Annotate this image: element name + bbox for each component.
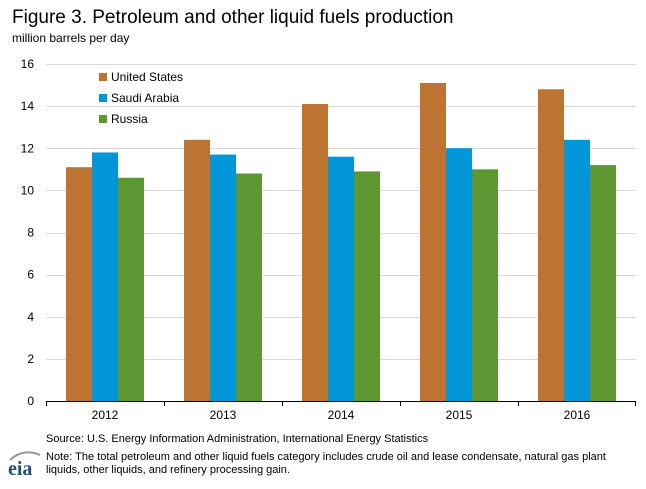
y-tick-label: 16 [21,57,35,71]
bar-united-states-2014 [302,104,328,402]
bar-saudi-arabia-2016 [564,139,590,401]
legend-swatch-united-states [99,73,107,81]
x-tick-label: 2013 [210,408,237,422]
bar-russia-2014 [354,171,380,401]
legend-label-united-states: United States [111,70,183,84]
legend-swatch-saudi-arabia [99,94,107,102]
legend-label-saudi-arabia: Saudi Arabia [111,91,179,105]
chart-title: Figure 3. Petroleum and other liquid fue… [12,7,454,28]
y-tick-label: 0 [27,394,34,408]
bar-united-states-2015 [420,82,446,402]
bar-saudi-arabia-2012 [92,152,118,401]
y-tick-label: 10 [21,183,35,197]
bar-saudi-arabia-2014 [328,156,354,401]
y-tick-label: 12 [21,141,35,155]
legend-swatch-russia [99,115,107,123]
y-axis-unit-label: million barrels per day [12,31,130,45]
x-tick-label: 2015 [446,408,473,422]
y-tick-label: 8 [27,226,34,240]
bar-russia-2015 [472,169,498,401]
bar-russia-2012 [118,177,144,401]
eia-logo-swoosh [9,451,41,461]
footnote: Note: The total petroleum and other liqu… [46,451,606,476]
legend-label-russia: Russia [111,112,148,126]
y-tick-label: 6 [27,268,34,282]
bar-saudi-arabia-2013 [210,154,236,401]
bar-united-states-2013 [184,139,210,401]
bar-united-states-2012 [66,167,92,401]
eia-logo-text: eia [8,458,32,480]
y-tick-label: 2 [27,352,34,366]
bar-saudi-arabia-2015 [446,148,472,401]
bar-united-states-2016 [538,89,564,402]
source-note: Source: U.S. Energy Information Administ… [46,433,429,445]
bar-russia-2013 [236,173,262,401]
eia-logo: eia [8,451,41,480]
x-tick-label: 2016 [564,408,591,422]
y-tick-label: 14 [21,99,35,113]
bar-russia-2016 [590,165,616,401]
x-tick-label: 2012 [92,408,119,422]
x-tick-label: 2014 [328,408,355,422]
y-tick-label: 4 [27,310,34,324]
